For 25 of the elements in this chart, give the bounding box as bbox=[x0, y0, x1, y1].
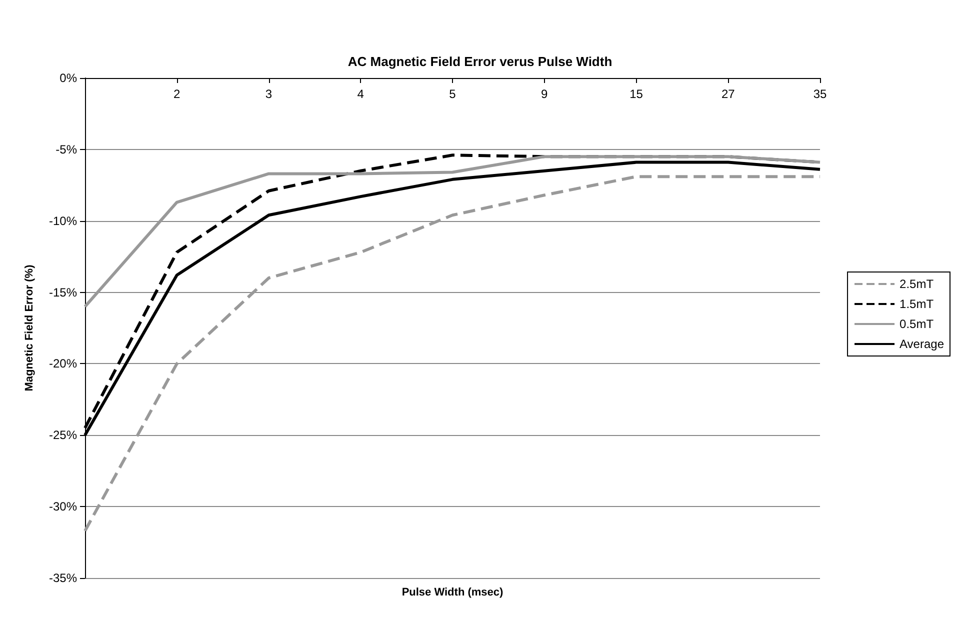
x-tick-label: 15 bbox=[630, 87, 644, 101]
x-tick-label: 5 bbox=[449, 87, 456, 101]
x-tick-label: 9 bbox=[541, 87, 548, 101]
y-tick-label: -25% bbox=[48, 428, 78, 442]
x-tick-label: 3 bbox=[265, 87, 272, 101]
chart-title: AC Magnetic Field Error verus Pulse Width bbox=[348, 54, 612, 69]
x-axis-title: Pulse Width (msec) bbox=[402, 586, 504, 598]
legend-label: 1.5mT bbox=[900, 297, 934, 311]
y-tick-label: 0% bbox=[60, 71, 78, 85]
x-tick-label: 2 bbox=[174, 87, 181, 101]
line-series bbox=[84, 175, 822, 532]
y-tick-label: -10% bbox=[48, 214, 78, 228]
y-tick-label: -5% bbox=[56, 142, 78, 156]
x-tick-label: 4 bbox=[357, 87, 364, 101]
legend-label: 2.5mT bbox=[900, 277, 934, 291]
y-axis-title: Magnetic Field Error (%) bbox=[24, 264, 36, 392]
x-tick-label: 27 bbox=[721, 87, 736, 101]
y-tick-label: -35% bbox=[48, 571, 78, 585]
y-tick-label: -15% bbox=[48, 285, 78, 300]
x-tick-label: 35 bbox=[813, 87, 827, 101]
y-tick-label: -30% bbox=[48, 500, 78, 514]
legend-label: Average bbox=[900, 337, 944, 351]
legend-label: 0.5mT bbox=[900, 317, 934, 331]
y-tick-label: -20% bbox=[48, 356, 78, 371]
line-series bbox=[84, 155, 822, 308]
